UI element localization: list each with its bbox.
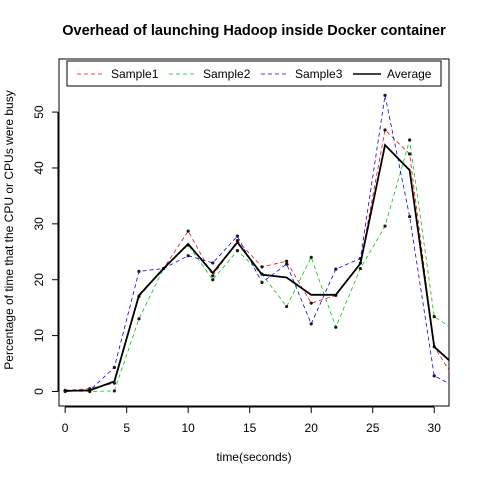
- data-point-sample3: [137, 270, 140, 273]
- data-point-sample3: [457, 387, 460, 390]
- legend-label-sample2: Sample2: [203, 67, 251, 81]
- data-point-sample1: [285, 260, 288, 263]
- legend-label-average: Average: [387, 67, 432, 81]
- data-point-sample3: [260, 281, 263, 284]
- data-point-sample3: [187, 254, 190, 257]
- data-point-sample2: [113, 389, 116, 392]
- data-point-sample3: [310, 322, 313, 325]
- data-point-sample1: [211, 274, 214, 277]
- y-tick-label: 0: [32, 388, 46, 395]
- legend: Sample1 Sample2 Sample3 Average: [67, 61, 441, 86]
- chart-title: Overhead of launching Hadoop inside Dock…: [62, 23, 446, 39]
- x-tick-label: 5: [123, 421, 130, 435]
- data-point-sample3: [236, 235, 239, 238]
- data-point-sample2: [408, 138, 411, 141]
- data-point-sample3: [285, 262, 288, 265]
- data-point-sample1: [187, 230, 190, 233]
- data-point-sample2: [211, 278, 214, 281]
- data-point-sample2: [285, 305, 288, 308]
- x-tick-label: 25: [366, 421, 380, 435]
- y-tick-label: 10: [32, 329, 46, 343]
- data-point-sample2: [236, 249, 239, 252]
- x-tick-label: 10: [182, 421, 196, 435]
- y-axis-label: Percentage of time that the CPU or CPUs …: [2, 90, 16, 369]
- data-point-sample3: [113, 366, 116, 369]
- series-line-sample1: [65, 130, 459, 390]
- y-tick-label: 40: [32, 161, 46, 175]
- data-point-sample2: [457, 331, 460, 334]
- data-point-sample2: [137, 317, 140, 320]
- x-axis: 0 5 10 15 20 25 30: [62, 407, 441, 435]
- x-tick-label: 0: [62, 421, 69, 435]
- data-point-sample1: [310, 302, 313, 305]
- y-axis: 0 10 20 30 40 50: [32, 105, 58, 395]
- data-point-sample1: [457, 384, 460, 387]
- x-tick-label: 30: [428, 421, 442, 435]
- data-point-sample2: [383, 224, 386, 227]
- plot-area: [64, 94, 461, 393]
- data-point-sample2: [433, 315, 436, 318]
- x-axis-label: time(seconds): [216, 450, 291, 464]
- y-tick-label: 20: [32, 273, 46, 287]
- y-tick-label: 30: [32, 217, 46, 231]
- x-tick-label: 20: [305, 421, 319, 435]
- data-point-sample1: [383, 128, 386, 131]
- data-point-sample3: [433, 374, 436, 377]
- data-point-sample1: [260, 265, 263, 268]
- y-tick-label: 50: [32, 105, 46, 119]
- data-point-sample3: [383, 94, 386, 97]
- data-point-sample3: [211, 261, 214, 264]
- legend-label-sample1: Sample1: [111, 67, 159, 81]
- data-point-sample3: [334, 267, 337, 270]
- x-tick-label: 15: [243, 421, 257, 435]
- data-point-sample2: [310, 256, 313, 259]
- data-point-sample1: [408, 152, 411, 155]
- data-point-sample3: [408, 215, 411, 218]
- data-point-sample2: [359, 267, 362, 270]
- legend-label-sample3: Sample3: [295, 67, 343, 81]
- data-point-sample2: [334, 326, 337, 329]
